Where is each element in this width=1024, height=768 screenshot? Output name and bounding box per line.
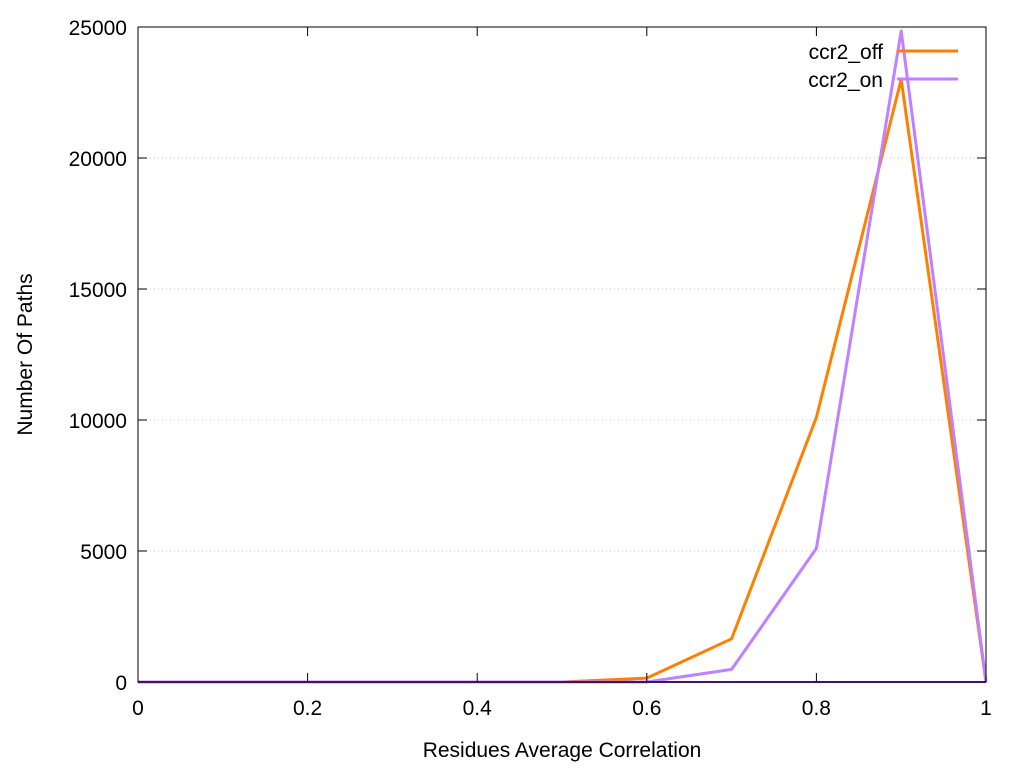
y-tick-label: 0: [115, 672, 127, 695]
y-tick-label: 25000: [69, 17, 127, 40]
legend-label-ccr2_on: ccr2_on: [808, 69, 883, 92]
axis-ticks: 0 5000 10000 15000 20000 25000 0 0.2 0.4 0.6 0.8 1: [69, 17, 992, 720]
x-tick-label: 0.4: [463, 697, 493, 720]
y-axis-title: Number Of Paths: [14, 273, 37, 435]
x-tick-label: 0.2: [293, 697, 322, 720]
x-tick-label: 0: [132, 697, 144, 720]
series-line-ccr2_off: [138, 77, 988, 684]
x-tick-label: 0.8: [802, 697, 831, 720]
grid-lines: [138, 157, 986, 552]
x-axis-title: Residues Average Correlation: [423, 739, 702, 762]
legend-label-ccr2_off: ccr2_off: [809, 41, 883, 64]
x-tick-label: 0.6: [632, 697, 661, 720]
x-tick-label: 1: [980, 697, 992, 720]
plot-frame: [137, 26, 987, 683]
series-line-ccr2_on: [138, 29, 988, 684]
y-tick-label: 20000: [69, 148, 127, 171]
y-tick-label: 10000: [69, 410, 127, 433]
series-group: [138, 29, 988, 684]
y-tick-label: 15000: [69, 279, 127, 302]
legend: ccr2_off ccr2_on: [808, 41, 958, 92]
y-tick-label: 5000: [80, 541, 127, 564]
